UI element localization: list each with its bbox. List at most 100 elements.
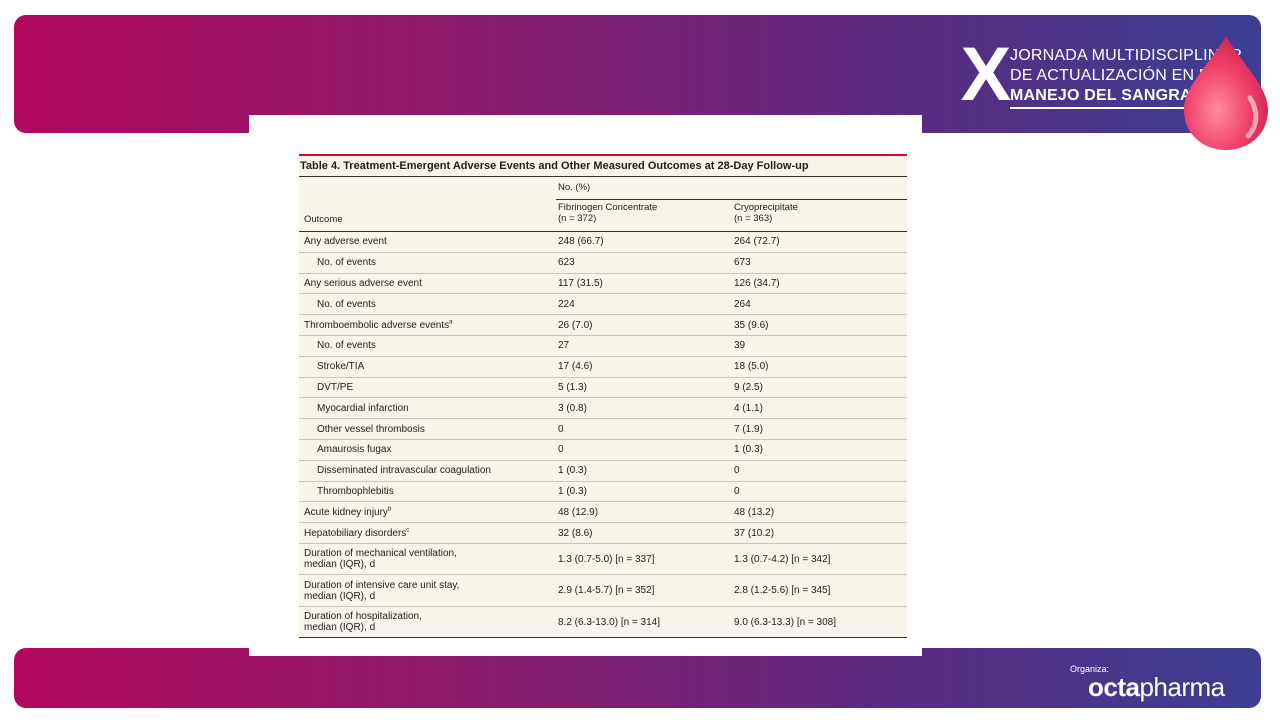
col-header-cryoprecipitate: Cryoprecipitate (n = 363)	[734, 202, 798, 224]
event-logo-line3: MANEJO DEL SANGRADO	[1010, 86, 1243, 109]
table-row: Duration of hospitalization, median (IQR)…	[299, 607, 907, 639]
col-header-cryo-name: Cryoprecipitate	[734, 202, 798, 213]
octapharma-logo-part1: octa	[1088, 672, 1140, 702]
cell-fibrinogen: 48 (12.9)	[558, 506, 599, 518]
cell-fibrinogen: 26 (7.0)	[558, 319, 593, 331]
group-header: No. (%)	[558, 182, 591, 193]
cell-fibrinogen: 5 (1.3)	[558, 381, 587, 393]
cell-fibrinogen: 17 (4.6)	[558, 361, 593, 373]
cell-fibrinogen: 27	[558, 340, 570, 352]
cell-fibrinogen: 1 (0.3)	[558, 465, 587, 477]
cell-cryo: 39	[734, 340, 746, 352]
row-label: Hepatobiliary disordersc	[304, 527, 410, 539]
table-row: No. of events 224 264	[299, 294, 907, 316]
row-label: Amaurosis fugax	[317, 444, 392, 456]
table-row: DVT/PE 5 (1.3) 9 (2.5)	[299, 378, 907, 399]
footnote-marker: b	[387, 506, 392, 513]
footnote-marker: c	[406, 527, 410, 534]
cell-cryo: 264	[734, 298, 751, 310]
cell-fibrinogen: 0	[558, 444, 564, 456]
row-label: Duration of mechanical ventilation, media…	[304, 548, 457, 571]
table-row: Hepatobiliary disordersc 32 (8.6) 37 (10…	[299, 523, 907, 544]
row-label: Duration of intensive care unit stay, med…	[304, 579, 460, 602]
col-header-outcome: Outcome	[304, 214, 343, 225]
row-label: Stroke/TIA	[317, 361, 365, 373]
cell-cryo: 9.0 (6.3-13.3) [n = 308]	[734, 616, 837, 628]
table-header: No. (%) Fibrinogen Concentrate (n = 372)…	[299, 177, 907, 232]
cell-cryo: 9 (2.5)	[734, 381, 763, 393]
table-row: Other vessel thrombosis 0 7 (1.9)	[299, 419, 907, 440]
octapharma-logo-part2: pharma	[1139, 672, 1225, 702]
row-label: No. of events	[317, 298, 376, 310]
row-label: Any serious adverse event	[304, 277, 422, 289]
col-header-fibrinogen: Fibrinogen Concentrate (n = 372)	[558, 202, 657, 224]
cell-cryo: 126 (34.7)	[734, 277, 780, 289]
event-logo-text: JORNADA MULTIDISCIPLINAR DE ACTUALIZACIÓ…	[1010, 46, 1243, 109]
table-row: Stroke/TIA 17 (4.6) 18 (5.0)	[299, 357, 907, 378]
cell-fibrinogen: 32 (8.6)	[558, 527, 593, 539]
cell-cryo: 18 (5.0)	[734, 361, 769, 373]
event-logo-line2: DE ACTUALIZACIÓN EN EL	[1010, 67, 1219, 84]
cell-fibrinogen: 8.2 (6.3-13.0) [n = 314]	[558, 616, 661, 628]
cell-cryo: 37 (10.2)	[734, 527, 775, 539]
table-row: No. of events 27 39	[299, 336, 907, 357]
cell-cryo: 0	[734, 465, 740, 477]
cell-cryo: 35 (9.6)	[734, 319, 769, 331]
cell-fibrinogen: 623	[558, 257, 575, 269]
cell-cryo: 4 (1.1)	[734, 402, 763, 414]
col-header-fibrinogen-n: (n = 372)	[558, 213, 597, 224]
row-label: No. of events	[317, 340, 376, 352]
table-row: Thromboembolic adverse eventsa 26 (7.0) …	[299, 315, 907, 336]
table-row: Duration of mechanical ventilation, media…	[299, 544, 907, 576]
event-logo-line1: JORNADA MULTIDISCIPLINAR	[1010, 47, 1243, 64]
cell-fibrinogen: 1.3 (0.7-5.0) [n = 337]	[558, 553, 655, 565]
table-title: Table 4. Treatment-Emergent Adverse Even…	[299, 156, 907, 177]
cell-fibrinogen: 3 (0.8)	[558, 402, 587, 414]
bottom-gradient-band	[14, 648, 1261, 708]
table-row: Myocardial infarction 3 (0.8) 4 (1.1)	[299, 398, 907, 420]
cell-cryo: 1 (0.3)	[734, 444, 763, 456]
table-row: Amaurosis fugax 0 1 (0.3)	[299, 440, 907, 461]
svg-text:X: X	[961, 40, 1012, 106]
row-label: Disseminated intravascular coagulation	[317, 465, 491, 477]
table-image-panel: Table 4. Treatment-Emergent Adverse Even…	[249, 115, 922, 656]
row-label: Acute kidney injuryb	[304, 506, 392, 518]
table-row: No. of events 623 673	[299, 253, 907, 274]
cell-fibrinogen: 0	[558, 423, 564, 435]
footnote-marker: a	[449, 319, 453, 326]
cell-fibrinogen: 1 (0.3)	[558, 485, 587, 497]
event-logo-x-mark: X	[961, 40, 1012, 106]
cell-cryo: 0	[734, 485, 740, 497]
row-label: Any adverse event	[304, 236, 387, 248]
table-row: Duration of intensive care unit stay, med…	[299, 575, 907, 607]
row-label: No. of events	[317, 257, 376, 269]
cell-fibrinogen: 248 (66.7)	[558, 236, 604, 248]
row-label: Thromboembolic adverse eventsa	[304, 319, 453, 331]
row-label: DVT/PE	[317, 381, 354, 393]
table-row: Acute kidney injuryb 48 (12.9) 48 (13.2)	[299, 502, 907, 524]
top-gradient-band	[14, 15, 1261, 133]
table-row: Thrombophlebitis 1 (0.3) 0	[299, 482, 907, 503]
cell-cryo: 264 (72.7)	[734, 236, 780, 248]
cell-cryo: 7 (1.9)	[734, 423, 763, 435]
outcomes-table: Table 4. Treatment-Emergent Adverse Even…	[299, 154, 907, 639]
row-label: Thrombophlebitis	[317, 485, 394, 497]
row-label: Myocardial infarction	[317, 402, 409, 414]
cell-cryo: 673	[734, 257, 751, 269]
cell-fibrinogen: 2.9 (1.4-5.7) [n = 352]	[558, 585, 655, 597]
blood-drop-icon	[1184, 36, 1268, 150]
row-label: Duration of hospitalization, median (IQR)…	[304, 611, 422, 634]
table-row: Any adverse event 248 (66.7) 264 (72.7)	[299, 232, 907, 253]
cell-cryo: 1.3 (0.7-4.2) [n = 342]	[734, 553, 831, 565]
octapharma-logo: octapharma	[1088, 672, 1225, 703]
row-label: Other vessel thrombosis	[317, 423, 425, 435]
table-row: Any serious adverse event 117 (31.5) 126…	[299, 274, 907, 295]
table-row: Disseminated intravascular coagulation 1…	[299, 461, 907, 482]
col-header-fibrinogen-name: Fibrinogen Concentrate	[558, 202, 658, 213]
cell-cryo: 48 (13.2)	[734, 506, 775, 518]
organiza-label: Organiza:	[1070, 664, 1110, 674]
col-header-cryo-n: (n = 363)	[734, 213, 773, 224]
cell-fibrinogen: 117 (31.5)	[558, 277, 603, 289]
cell-cryo: 2.8 (1.2-5.6) [n = 345]	[734, 585, 831, 597]
cell-fibrinogen: 224	[558, 298, 575, 310]
